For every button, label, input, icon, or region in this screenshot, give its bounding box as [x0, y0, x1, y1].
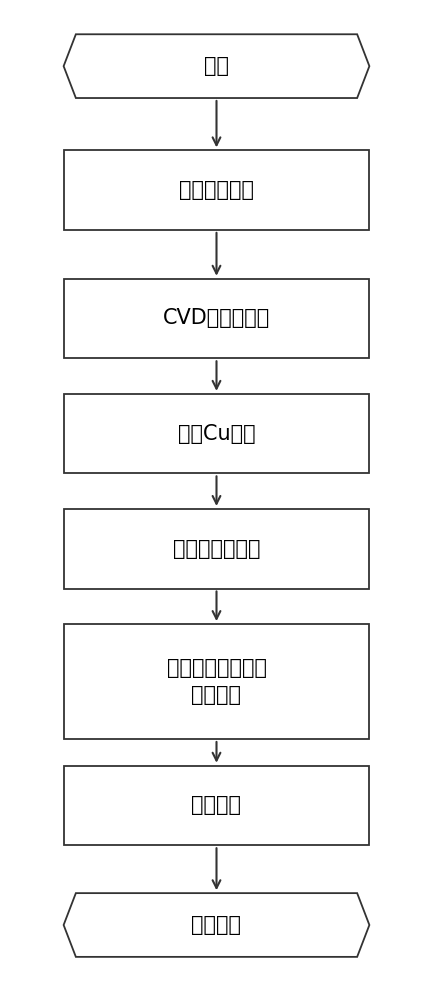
Bar — [64, 766, 369, 845]
Text: CVD成长石墨烯: CVD成长石墨烯 — [163, 308, 270, 328]
Bar — [64, 624, 369, 739]
Text: 高温退火: 高温退火 — [191, 795, 242, 815]
Polygon shape — [64, 893, 369, 957]
Bar — [64, 509, 369, 589]
Text: 腐蚀Cu衬底: 腐蚀Cu衬底 — [178, 424, 255, 444]
Text: 去除表面有机物及
其他杂质: 去除表面有机物及 其他杂质 — [167, 658, 266, 705]
Text: 实验结束: 实验结束 — [191, 915, 242, 935]
Text: 蓝宝石衬底打捞: 蓝宝石衬底打捞 — [173, 539, 260, 559]
Polygon shape — [64, 34, 369, 98]
Bar — [64, 394, 369, 473]
Bar — [64, 279, 369, 358]
Text: 高温处理铜箔: 高温处理铜箔 — [179, 180, 254, 200]
Bar — [64, 150, 369, 230]
Text: 放片: 放片 — [204, 56, 229, 76]
